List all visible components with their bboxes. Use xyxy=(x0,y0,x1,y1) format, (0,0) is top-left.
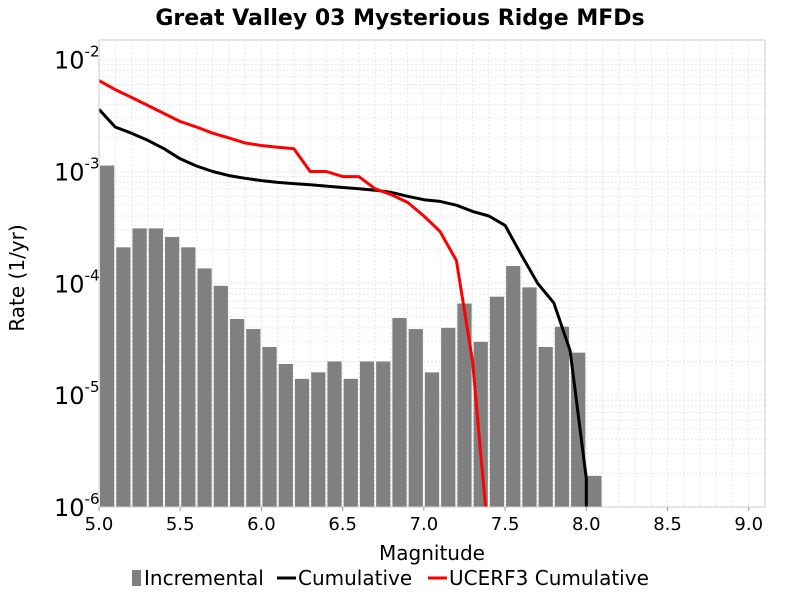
incremental-bar xyxy=(359,361,375,507)
incremental-bar xyxy=(148,228,163,507)
x-axis-label: Magnitude xyxy=(379,541,485,565)
incremental-bar xyxy=(229,318,245,507)
y-tick-label: 10-6 xyxy=(54,490,100,522)
ucerf3-cumulative-line xyxy=(98,79,488,508)
incremental-bar xyxy=(522,287,537,507)
x-tick-label: 6.5 xyxy=(328,514,357,535)
incremental-bar xyxy=(278,364,293,507)
incremental-bar xyxy=(554,326,570,507)
x-tick-label: 9.0 xyxy=(734,514,763,535)
x-tick-label: 8.0 xyxy=(572,514,601,535)
legend-swatch-incremental xyxy=(132,570,141,586)
incremental-bar xyxy=(538,346,553,507)
legend-label-ucerf3-cumulative: UCERF3 Cumulative xyxy=(449,566,649,590)
plot-area-frame xyxy=(98,39,766,508)
cumulative-line xyxy=(97,108,588,507)
x-tick-label: 8.5 xyxy=(653,514,682,535)
cumulative-lines xyxy=(97,79,588,508)
y-tick-label: 10-2 xyxy=(54,43,100,75)
incremental-bar xyxy=(506,265,521,507)
x-tick-label: 5.0 xyxy=(85,514,114,535)
y-axis-label: Rate (1/yr) xyxy=(5,224,29,331)
y-tick-label: 10-5 xyxy=(54,378,100,410)
x-tick-label: 5.5 xyxy=(166,514,195,535)
chart-title: Great Valley 03 Mysterious Ridge MFDs xyxy=(155,6,644,31)
incremental-bar xyxy=(262,346,277,507)
incremental-bars xyxy=(100,165,602,508)
incremental-bar xyxy=(327,361,342,507)
incremental-bar xyxy=(376,361,391,507)
x-tick-label: 7.5 xyxy=(491,514,520,535)
x-axis-ticks: 5.0 5.5 6.0 6.5 7.0 7.5 8.0 8.5 9.0 xyxy=(85,507,763,535)
incremental-bar xyxy=(294,378,310,507)
y-tick-label: 10-3 xyxy=(54,155,100,187)
incremental-bar xyxy=(246,329,261,507)
legend-label-cumulative: Cumulative xyxy=(298,566,412,590)
y-axis-ticks: 10-2 10-3 10-4 10-5 10-6 xyxy=(54,43,100,522)
incremental-bar xyxy=(587,475,602,507)
incremental-bar xyxy=(424,372,440,507)
legend: Incremental Cumulative UCERF3 Cumulative xyxy=(132,566,649,590)
incremental-bar xyxy=(132,228,147,507)
incremental-bar xyxy=(100,165,115,507)
incremental-bar xyxy=(441,327,456,507)
incremental-bar xyxy=(392,317,407,507)
incremental-bar xyxy=(197,268,212,507)
x-tick-label: 7.0 xyxy=(410,514,439,535)
incremental-bar xyxy=(311,372,326,507)
incremental-bar xyxy=(408,329,423,507)
incremental-bar xyxy=(473,341,488,507)
incremental-bar xyxy=(343,378,358,507)
incremental-bar xyxy=(164,236,180,508)
incremental-bar xyxy=(116,247,131,507)
x-tick-label: 6.0 xyxy=(247,514,276,535)
incremental-bar xyxy=(213,285,228,507)
incremental-bar xyxy=(489,296,505,507)
y-tick-label: 10-4 xyxy=(54,266,100,298)
incremental-bar xyxy=(457,303,472,507)
incremental-bar xyxy=(181,247,196,507)
legend-label-incremental: Incremental xyxy=(144,566,264,590)
